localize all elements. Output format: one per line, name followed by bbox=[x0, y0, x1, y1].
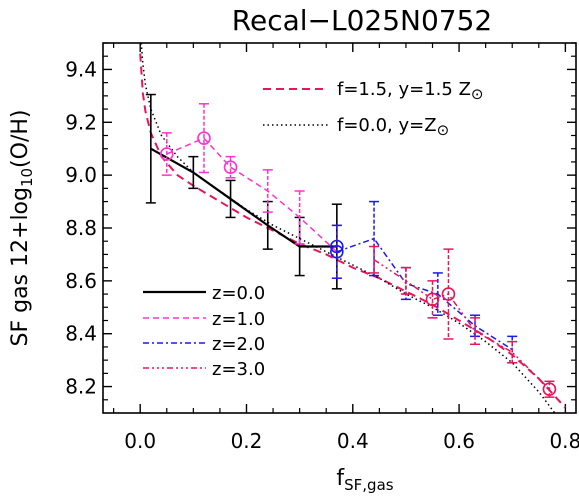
series-group bbox=[159, 103, 342, 279]
data-point-marker bbox=[425, 292, 440, 307]
data-point-marker bbox=[197, 131, 211, 145]
legend-sun-symbol: ⊙ bbox=[471, 85, 484, 103]
y-tick-label: 9.2 bbox=[65, 110, 97, 134]
legend-label: z=0.0 bbox=[212, 283, 265, 304]
y-tick-label: 9.0 bbox=[65, 163, 97, 187]
data-point-marker bbox=[441, 287, 456, 301]
axis-ticks: 0.0 0.2 0.4 0.6 0.8 8.2 8.4 8.6 8.8 9.0 9.2 9.4 bbox=[65, 42, 579, 453]
legend-label: z=3.0 bbox=[212, 359, 265, 380]
x-axis-title-main: f bbox=[336, 466, 345, 491]
series-line bbox=[166, 137, 338, 253]
x-tick-label: 0.6 bbox=[443, 429, 475, 453]
model-curve bbox=[139, 53, 567, 409]
chart-title: Recal−L025N0752 bbox=[232, 4, 492, 37]
y-tick-label: 8.4 bbox=[65, 322, 97, 346]
y-axis-title-main: SF gas 12+log bbox=[8, 187, 33, 346]
y-axis-title: SF gas 12+log10(O/H) bbox=[8, 109, 36, 346]
y-tick-label: 8.6 bbox=[65, 269, 97, 293]
series-group bbox=[369, 245, 557, 398]
legend-sun-symbol: ⊙ bbox=[437, 121, 450, 139]
x-axis-title: fSF,gas bbox=[336, 466, 393, 494]
data-point-marker bbox=[330, 244, 344, 259]
data-point-marker bbox=[159, 147, 174, 161]
series-group bbox=[145, 93, 344, 290]
x-axis-title-sub: SF,gas bbox=[344, 476, 394, 494]
legend-label: z=1.0 bbox=[212, 309, 265, 330]
data-series bbox=[145, 93, 557, 398]
legend-label: f=1.5, y=1.5 Z⊙ bbox=[337, 79, 483, 103]
y-axis-title-tail: (O/H) bbox=[8, 109, 33, 167]
data-point-marker bbox=[542, 382, 557, 397]
y-tick-label: 9.4 bbox=[65, 57, 97, 81]
y-axis-title-sub: 10 bbox=[18, 168, 36, 187]
model-curves bbox=[139, 43, 567, 413]
data-point-marker bbox=[223, 160, 238, 175]
y-tick-label: 8.8 bbox=[65, 216, 97, 240]
series-line bbox=[150, 147, 337, 248]
legend-redshifts: z=0.0 z=1.0 z=2.0 z=3.0 bbox=[143, 283, 265, 380]
y-tick-label: 8.2 bbox=[65, 375, 97, 399]
x-tick-label: 0.4 bbox=[337, 429, 369, 453]
x-tick-label: 0.0 bbox=[124, 429, 156, 453]
x-tick-label: 0.2 bbox=[231, 429, 263, 453]
legend-label: z=2.0 bbox=[212, 334, 265, 355]
series-line bbox=[336, 237, 513, 351]
legend-label: f=0.0, y=Z⊙ bbox=[337, 115, 449, 139]
series-line bbox=[373, 259, 550, 390]
x-tick-label: 0.8 bbox=[549, 429, 579, 453]
legend-models: f=1.5, y=1.5 Z⊙ f=0.0, y=Z⊙ bbox=[263, 79, 483, 139]
